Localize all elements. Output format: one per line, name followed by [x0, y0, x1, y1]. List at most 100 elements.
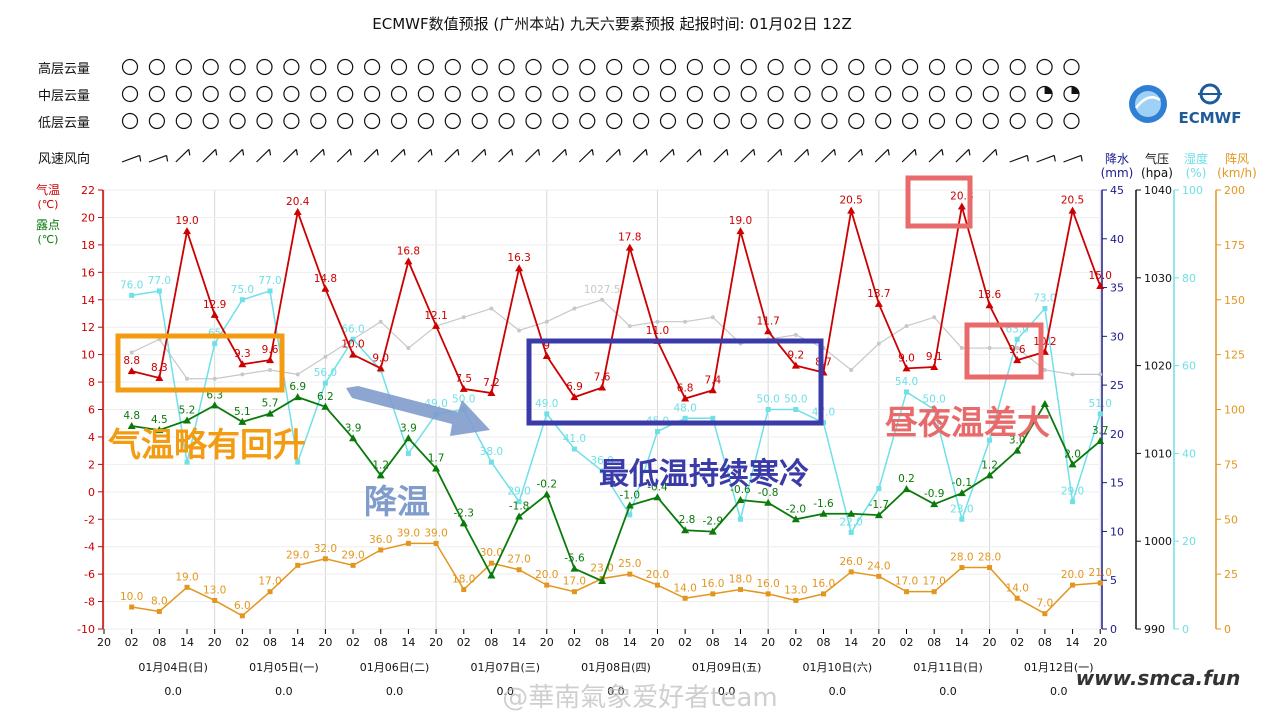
wind-barb: [363, 148, 378, 163]
tick-label-left: -4: [84, 541, 95, 554]
data-label-gust: 13.0: [203, 584, 226, 596]
data-label-humidity: 50.0: [922, 394, 945, 406]
point-gust: [710, 591, 716, 597]
point-gust: [959, 565, 965, 571]
annotation-text-drop: 降温: [364, 482, 430, 521]
tick-label-humidity: 0: [1182, 623, 1189, 636]
data-label-gust: 29.0: [341, 549, 364, 561]
point-dewpoint: [404, 434, 413, 442]
data-label-temperature: 9.0: [372, 352, 389, 364]
data-label-gust: 20.0: [1061, 569, 1084, 581]
point-humidity: [793, 407, 799, 412]
tick-label-x: 20: [983, 636, 997, 649]
wind-barb-tick: [139, 155, 142, 162]
wind-barb: [417, 148, 432, 163]
cloud-symbol: [982, 85, 999, 103]
point-pressure: [517, 328, 522, 333]
point-temperature: [570, 393, 579, 401]
data-label-gust: 28.0: [978, 552, 1001, 564]
x-axis-labels: 20 02 08 14 20 02 08 14 20 02 08 14 20 02 08 14 20 02 08 14…: [97, 629, 1107, 698]
point-temperature: [321, 284, 330, 292]
data-label-dewpoint: -2.8: [675, 514, 696, 526]
data-label-temperature: 8.3: [151, 362, 168, 374]
tick-label-gust: 0: [1224, 623, 1231, 636]
point-humidity: [904, 389, 910, 395]
tick-label-pressure: 990: [1144, 623, 1165, 636]
data-label-humidity: 47.0: [812, 407, 835, 419]
data-label-dewpoint: 6.9: [289, 381, 306, 393]
cloud-symbol: [310, 112, 327, 130]
tick-label-x: 08: [1038, 636, 1052, 649]
wind-barb-tick: [1026, 155, 1029, 162]
point-gust: [1042, 611, 1048, 617]
cloud-symbol: [579, 58, 596, 76]
cloud-symbol: [659, 58, 677, 76]
tick-label-gust: 75: [1224, 458, 1238, 471]
point-dewpoint: [1013, 446, 1022, 454]
point-dewpoint: [376, 471, 385, 479]
point-dewpoint: [708, 527, 717, 535]
cloud-symbol: [848, 85, 865, 103]
cloud-symbol: [202, 58, 219, 76]
data-label-gust: 17.0: [895, 576, 918, 588]
data-label-dewpoint: -2.3: [454, 507, 475, 519]
axis-unit-pressure: (hpa): [1141, 166, 1173, 180]
tick-label-x: 02: [1010, 636, 1024, 649]
tick-label-pressure: 1010: [1144, 447, 1172, 460]
wind-barb-tick: [780, 149, 783, 156]
tick-label-gust: 175: [1224, 239, 1245, 252]
point-temperature: [487, 389, 496, 397]
data-label-dewpoint: 3.0: [1009, 435, 1026, 447]
wind-barb: [202, 148, 217, 163]
data-label-temperature: 6.9: [566, 381, 583, 393]
data-label-dewpoint: 5.7: [262, 398, 279, 410]
cloud-symbol: [417, 112, 434, 130]
axis-unit-humidity: (%): [1186, 166, 1207, 180]
tick-label-humidity: 20: [1182, 535, 1196, 548]
cloud-symbol: [901, 85, 919, 103]
point-dewpoint: [570, 564, 579, 572]
point-pressure: [600, 297, 605, 302]
cloud-symbol: [444, 112, 461, 130]
wind-barb-tick: [753, 149, 756, 156]
series-line-temperature: [131, 206, 1102, 400]
cloud-symbol: [1063, 112, 1080, 130]
tick-label-pressure: 1020: [1144, 360, 1172, 373]
point-humidity: [488, 459, 494, 465]
point-dewpoint: [930, 500, 939, 508]
tick-label-x: 14: [1066, 636, 1080, 649]
point-dewpoint: [625, 501, 634, 509]
wind-barb-tick: [165, 155, 169, 162]
cloud-symbol: [713, 58, 730, 76]
wind-barb: [794, 148, 808, 163]
data-label-gust: 16.0: [756, 578, 779, 590]
tick-label-humidity: 100: [1182, 184, 1203, 197]
data-label-temperature: 20.5: [839, 195, 862, 207]
cloud-symbol: [713, 85, 730, 103]
point-humidity: [350, 336, 356, 342]
cloud-symbol: [901, 112, 919, 130]
point-pressure: [627, 324, 632, 329]
point-dewpoint: [459, 519, 468, 527]
wind-barb-tick: [860, 149, 863, 156]
cloud-symbol-fill: [1071, 86, 1079, 94]
data-label-dewpoint: 4.5: [151, 414, 168, 426]
cloud-symbol: [740, 112, 757, 130]
point-pressure: [904, 324, 909, 329]
data-label-humidity: 50.0: [452, 394, 475, 406]
wind-barb: [256, 148, 270, 163]
axes: -10 -8 -6 -4 -2 0 2 4 6 8 10 12 14 16 18 20 22 0 5 10 15 20 25…: [77, 184, 1245, 636]
wind-barb: [1036, 154, 1055, 163]
series-line-gust: [131, 542, 1101, 617]
point-pressure: [876, 341, 881, 346]
point-humidity: [1097, 411, 1103, 417]
point-humidity: [516, 499, 522, 505]
cloud-symbol: [1063, 58, 1080, 76]
point-humidity: [405, 450, 411, 456]
wind-barb: [525, 148, 539, 163]
cloud-symbol: [310, 85, 327, 103]
data-label-dewpoint: 4.8: [123, 410, 140, 422]
tick-label-x: 02: [789, 636, 803, 649]
wind-barb: [901, 148, 916, 163]
